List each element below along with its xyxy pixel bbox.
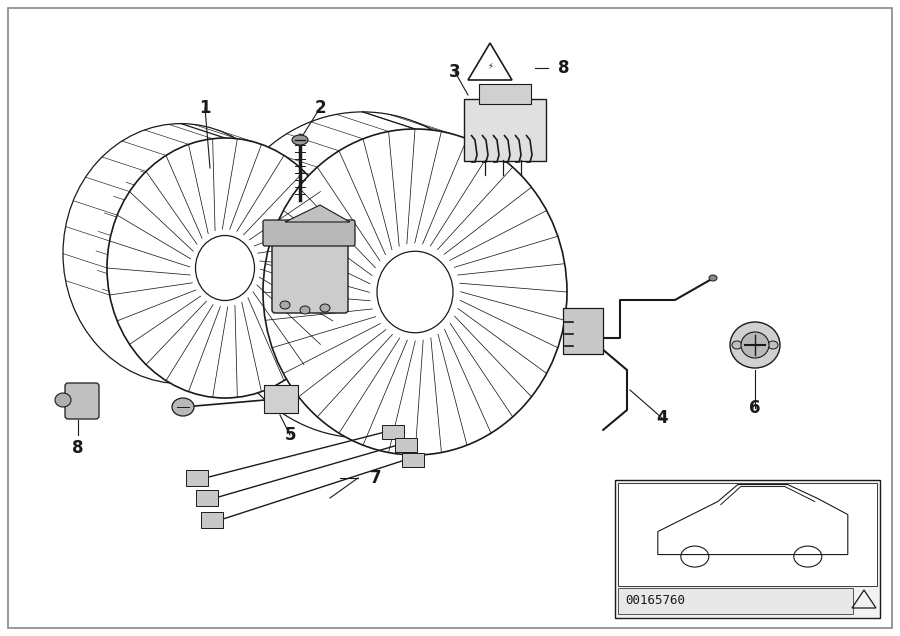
Ellipse shape xyxy=(741,332,769,358)
FancyBboxPatch shape xyxy=(272,227,348,313)
FancyBboxPatch shape xyxy=(201,512,223,528)
Text: 4: 4 xyxy=(656,409,668,427)
Ellipse shape xyxy=(263,129,567,455)
Ellipse shape xyxy=(280,301,290,309)
Text: 7: 7 xyxy=(370,469,382,487)
Ellipse shape xyxy=(709,275,717,281)
Ellipse shape xyxy=(107,138,343,398)
Text: 8: 8 xyxy=(558,59,570,77)
FancyBboxPatch shape xyxy=(479,84,531,104)
Ellipse shape xyxy=(732,341,742,349)
Text: 3: 3 xyxy=(449,63,461,81)
FancyBboxPatch shape xyxy=(563,308,603,354)
FancyBboxPatch shape xyxy=(382,425,404,439)
Text: 00165760: 00165760 xyxy=(625,595,685,607)
FancyBboxPatch shape xyxy=(395,438,417,452)
Ellipse shape xyxy=(55,393,71,407)
FancyBboxPatch shape xyxy=(196,490,218,506)
FancyBboxPatch shape xyxy=(264,385,298,413)
Ellipse shape xyxy=(320,304,330,312)
FancyBboxPatch shape xyxy=(618,588,853,614)
Text: 2: 2 xyxy=(314,99,326,117)
Ellipse shape xyxy=(768,341,778,349)
Ellipse shape xyxy=(292,135,308,145)
FancyBboxPatch shape xyxy=(65,383,99,419)
Ellipse shape xyxy=(730,322,780,368)
Ellipse shape xyxy=(300,306,310,314)
Ellipse shape xyxy=(172,398,194,416)
FancyBboxPatch shape xyxy=(618,483,877,586)
Text: 8: 8 xyxy=(72,439,84,457)
FancyBboxPatch shape xyxy=(464,99,546,161)
Text: 6: 6 xyxy=(749,399,760,417)
FancyBboxPatch shape xyxy=(402,453,424,467)
FancyBboxPatch shape xyxy=(615,480,880,618)
Text: 1: 1 xyxy=(199,99,211,117)
FancyBboxPatch shape xyxy=(263,220,355,246)
Text: ⚡: ⚡ xyxy=(487,62,493,71)
FancyBboxPatch shape xyxy=(186,470,208,486)
Text: 5: 5 xyxy=(284,426,296,444)
Polygon shape xyxy=(285,205,350,222)
